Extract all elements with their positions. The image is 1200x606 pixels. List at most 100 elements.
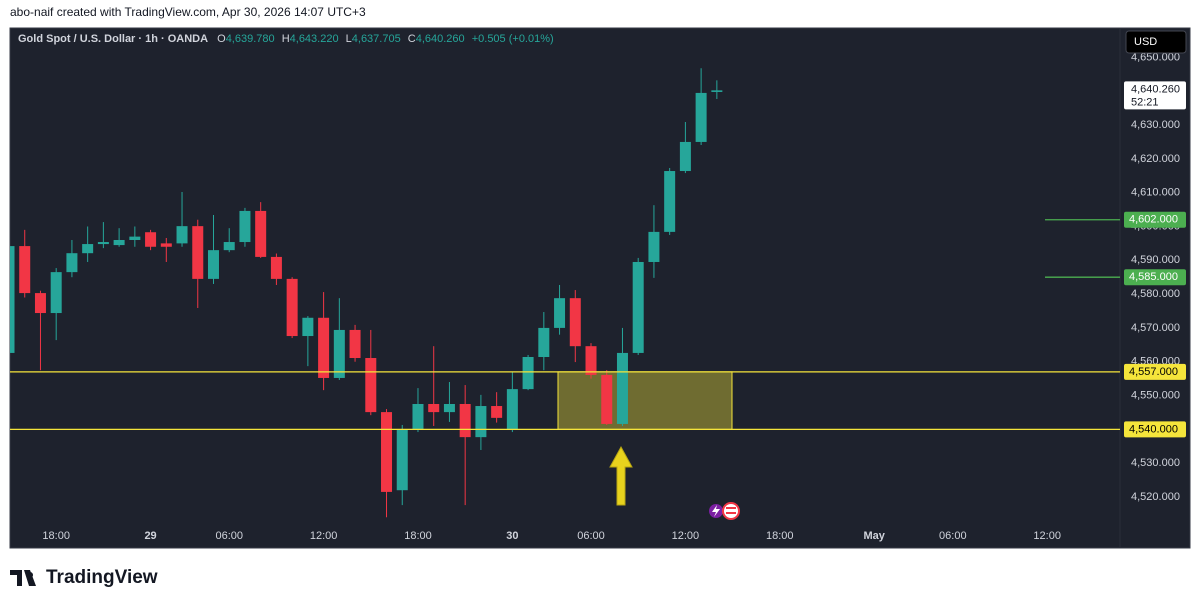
y-tick-label: 4,590.000 — [1131, 254, 1180, 266]
candle-body — [365, 358, 377, 413]
candle-body — [176, 226, 188, 244]
zone-box — [557, 371, 733, 430]
ohlc-value: 4,640.260 — [416, 33, 465, 45]
candle-body — [333, 329, 345, 378]
candle-body — [19, 246, 31, 294]
level-label-box — [1124, 363, 1186, 380]
candle-body — [82, 244, 94, 254]
candle-body — [554, 298, 566, 328]
x-tick-label: 18:00 — [404, 530, 432, 542]
candle-body — [428, 403, 440, 413]
currency[interactable]: USD — [1134, 36, 1157, 48]
candle-body — [381, 412, 393, 492]
candle-body — [491, 406, 503, 418]
candle-body — [66, 253, 78, 273]
y-tick-label: 4,610.000 — [1131, 187, 1180, 199]
candle-body — [601, 374, 613, 424]
x-tick-label: 30 — [506, 530, 518, 542]
level-label: 4,602.000 — [1129, 214, 1178, 226]
x-tick-label: 29 — [144, 530, 156, 542]
x-tick-label: 06:00 — [577, 530, 605, 542]
ohlc-key: C — [408, 33, 416, 45]
ohlc-key: H — [282, 33, 290, 45]
candle-body — [632, 261, 644, 353]
brand: TradingView — [46, 567, 158, 588]
candle-body — [695, 92, 707, 142]
candle-body — [34, 293, 46, 314]
candle-body — [97, 242, 109, 245]
price-tag — [1124, 81, 1186, 110]
candle-body — [10, 246, 15, 353]
candle-body — [349, 329, 361, 359]
change: +0.505 (+0.01%) — [472, 33, 554, 45]
candle-body — [585, 346, 597, 375]
level-label-box — [1124, 269, 1186, 286]
candle-body — [569, 298, 581, 347]
ohlc-value: 4,643.220 — [290, 33, 339, 45]
candle-body — [679, 141, 691, 172]
ohlc-value: 4,639.780 — [226, 33, 275, 45]
price-tag-countdown: 52:21 — [1131, 96, 1159, 108]
level-label-box — [1124, 211, 1186, 228]
x-tick-label: 06:00 — [215, 530, 243, 542]
candle-body — [302, 317, 314, 337]
caption: abo-naif created with TradingView.com, A… — [10, 5, 366, 19]
candle-body — [113, 240, 125, 246]
chart-frame — [9, 27, 1191, 549]
currency-button[interactable] — [1125, 30, 1187, 54]
y-tick-label: 4,630.000 — [1131, 119, 1180, 131]
candle-body — [443, 403, 455, 413]
x-tick-label: 12:00 — [1033, 530, 1061, 542]
x-tick-label: 06:00 — [939, 530, 967, 542]
brand-logo — [10, 570, 36, 586]
candle-body — [129, 236, 141, 241]
candle-body — [475, 406, 487, 438]
candle-body — [664, 171, 676, 232]
x-tick-label: 18:00 — [42, 530, 70, 542]
candle-body — [270, 256, 282, 279]
y-tick-label: 4,650.000 — [1131, 51, 1180, 63]
x-tick-label: 18:00 — [766, 530, 794, 542]
candle-body — [255, 210, 267, 257]
candle-body — [396, 429, 408, 491]
level-label: 4,585.000 — [1129, 271, 1178, 283]
candle-body — [506, 389, 518, 430]
x-tick-label: 12:00 — [672, 530, 700, 542]
y-tick-label: 4,520.000 — [1131, 491, 1180, 503]
x-tick-label: May — [863, 530, 885, 542]
event-icons — [707, 502, 740, 520]
ohlc-value: 4,637.705 — [352, 33, 401, 45]
level-label-box — [1124, 421, 1186, 438]
candle-body — [538, 327, 550, 357]
ohlc-key: L — [346, 33, 352, 45]
level-label: 4,540.000 — [1129, 423, 1178, 435]
candle-body — [239, 210, 251, 243]
arrow — [609, 445, 633, 506]
candle-body — [412, 403, 424, 430]
level-label: 4,557.000 — [1129, 366, 1178, 378]
candle-body — [318, 317, 330, 378]
price-tag-value: 4,640.260 — [1131, 83, 1180, 95]
candle-body — [648, 231, 660, 262]
candle-body — [50, 272, 62, 314]
candle-body — [145, 232, 157, 247]
candle-body — [616, 352, 628, 424]
y-tick-label: 4,620.000 — [1131, 153, 1180, 165]
candle-body — [522, 356, 534, 390]
y-tick-label: 4,570.000 — [1131, 322, 1180, 334]
y-tick-label: 4,530.000 — [1131, 457, 1180, 469]
candle-body — [160, 243, 172, 247]
candle-body — [223, 242, 235, 251]
candle-body — [459, 403, 471, 438]
y-tick-label: 4,580.000 — [1131, 288, 1180, 300]
candle-body — [192, 226, 204, 279]
candle-body — [207, 250, 219, 279]
y-tick-label: 4,550.000 — [1131, 389, 1180, 401]
ohlc-key: O — [217, 33, 226, 45]
symbol: Gold Spot / U.S. Dollar · 1h · OANDA — [18, 33, 208, 45]
candle-body — [286, 278, 298, 337]
candle-body — [711, 90, 723, 92]
legend: Gold Spot / U.S. Dollar · 1h · OANDA O4,… — [18, 33, 554, 45]
x-tick-label: 12:00 — [310, 530, 338, 542]
